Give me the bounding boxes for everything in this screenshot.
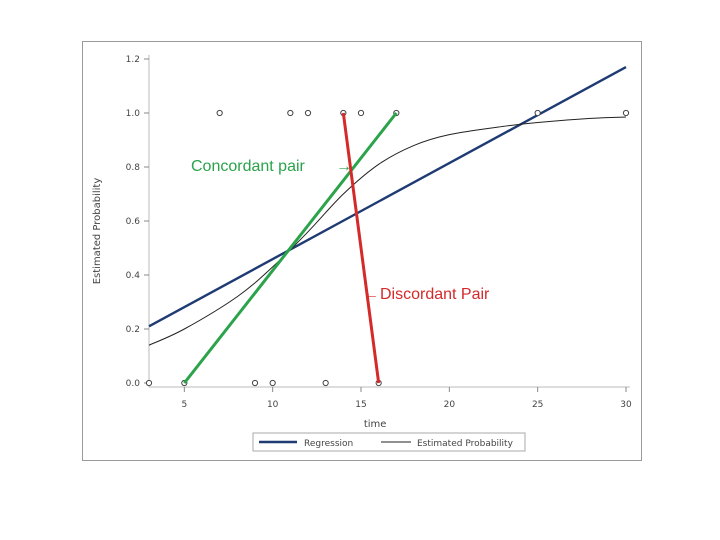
x-tick-label: 5: [181, 400, 187, 410]
y-tick-label: 0.4: [126, 271, 141, 281]
y-tick-label: 1.2: [126, 55, 140, 65]
concordant-pair-arrow: →: [336, 158, 352, 175]
x-tick-label: 30: [620, 400, 632, 410]
observation-point: [145, 379, 153, 387]
x-tick-label: 10: [267, 400, 279, 410]
observation-point: [357, 109, 365, 117]
discordant-pair-line: [341, 112, 381, 384]
legend-label-regression: Regression: [304, 439, 353, 449]
y-tick-label: 0.6: [126, 217, 141, 227]
observation-point: [622, 109, 630, 117]
y-axis-title: Estimated Probability: [92, 178, 103, 285]
observation-point: [322, 379, 329, 387]
x-tick-label: 25: [532, 400, 543, 410]
x-tick-label: 15: [355, 400, 366, 410]
concordant-pair-line: [183, 112, 398, 384]
y-tick-label: 0.8: [126, 163, 141, 173]
observation-point: [269, 379, 276, 387]
x-axis-title: time: [364, 419, 387, 430]
estimated-probability-line: [148, 116, 627, 346]
y-tick-label: 1.0: [126, 109, 141, 119]
regression-line: [148, 66, 627, 328]
chart-canvas: 0.0 0.2 0.4 0.6 0.8 1.0 1.2 5 10 15 20 25 30 time Esti…: [92, 55, 632, 452]
observation-point: [216, 109, 223, 117]
observation-point: [251, 379, 259, 387]
legend-label-estimated-probability: Estimated Probability: [417, 439, 514, 449]
observation-point: [287, 109, 294, 117]
y-tick-label: 0.2: [126, 325, 140, 335]
observation-point: [304, 109, 312, 117]
discordant-pair-arrow: ←: [363, 286, 379, 303]
y-tick-label: 0.0: [126, 379, 141, 389]
concordant-pair-label: Concordant pair: [191, 158, 306, 175]
observation-point: [534, 109, 541, 117]
x-tick-label: 20: [444, 400, 456, 410]
discordant-pair-label: Discordant Pair: [380, 286, 490, 303]
chart-frame: 0.0 0.2 0.4 0.6 0.8 1.0 1.2 5 10 15 20 25 30 time Esti…: [82, 41, 642, 461]
